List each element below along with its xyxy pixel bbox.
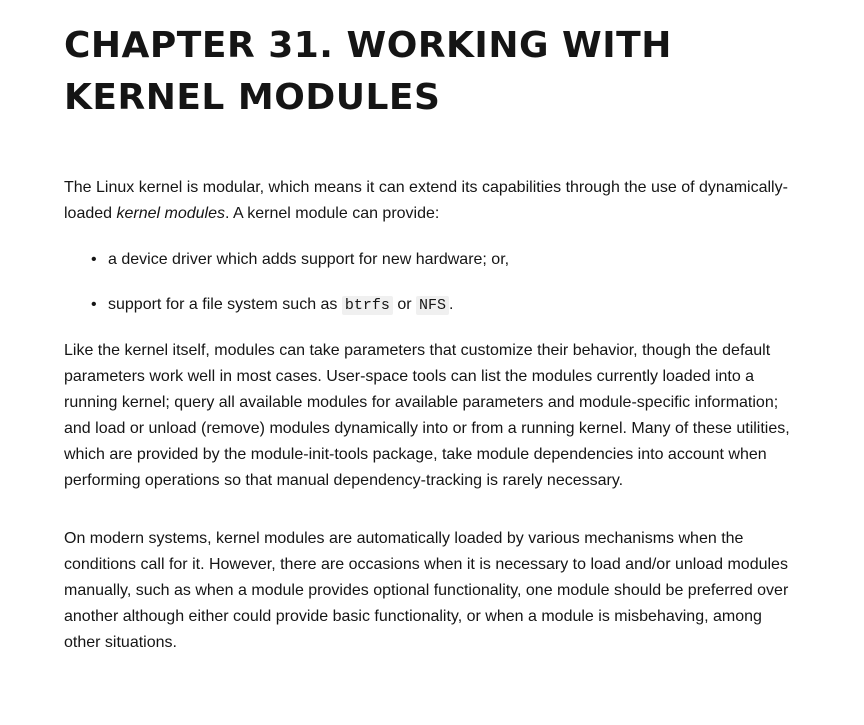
bullet-icon: • xyxy=(91,296,97,313)
intro-text-1: The Linux kernel is modular, which means… xyxy=(64,179,788,222)
chapter-title: CHAPTER 31. WORKING WITH KERNEL MODULES xyxy=(64,25,672,118)
list-item: • support for a file system such as btrf… xyxy=(91,292,794,319)
autoload-paragraph: On modern systems, kernel modules are au… xyxy=(64,530,789,651)
bullet-icon: • xyxy=(91,251,97,268)
parameters-paragraph: Like the kernel itself, modules can take… xyxy=(64,342,790,489)
chapter-content: CHAPTER 31. WORKING WITH KERNEL MODULES … xyxy=(64,0,794,656)
intro-paragraph: The Linux kernel is modular, which means… xyxy=(64,175,794,227)
capabilities-list: • a device driver which adds support for… xyxy=(64,247,794,319)
list-item-text: a device driver which adds support for n… xyxy=(108,251,510,268)
list-item-text-suffix: . xyxy=(449,296,454,313)
kernel-modules-emphasis: kernel modules xyxy=(116,205,226,222)
code-btrfs: btrfs xyxy=(341,296,393,315)
intro-text-2: . A kernel module can provide: xyxy=(225,205,440,222)
list-item: • a device driver which adds support for… xyxy=(91,247,794,273)
code-nfs: NFS xyxy=(416,296,450,315)
list-item-text-prefix: support for a file system such as xyxy=(108,296,342,313)
list-item-text-middle: or xyxy=(392,296,417,313)
